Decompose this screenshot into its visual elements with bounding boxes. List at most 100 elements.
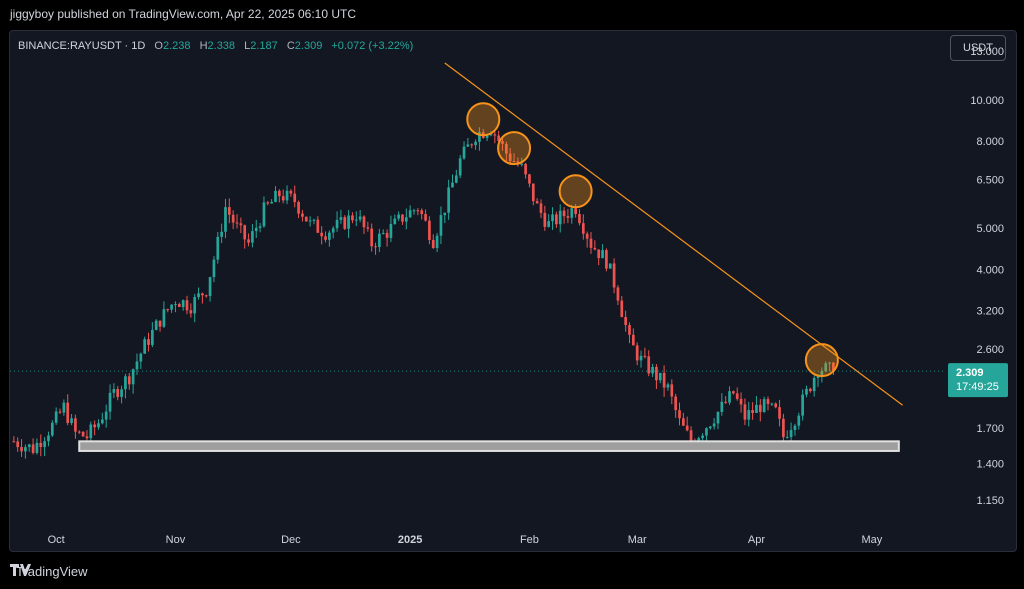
candle-body (362, 216, 366, 228)
candle-body (112, 389, 116, 393)
candle-body (566, 216, 570, 218)
candle-body (116, 389, 120, 397)
change-value: +0.072 (+3.22%) (331, 40, 414, 52)
candle-body (220, 231, 223, 237)
candle-body (262, 202, 266, 227)
candle-body (254, 227, 258, 232)
candle-body (404, 217, 408, 222)
candle-body (143, 339, 147, 354)
candle-body (505, 143, 508, 154)
candle-body (420, 210, 424, 215)
candle-body (428, 220, 431, 240)
candle-body (358, 216, 362, 220)
candle-body (247, 239, 250, 243)
candle-body (585, 233, 589, 239)
candle-body (328, 232, 331, 240)
x-tick-label: Nov (166, 534, 186, 546)
candle-body (58, 411, 62, 413)
candle-body (824, 363, 828, 372)
candle-body (281, 196, 285, 201)
candle-body (581, 223, 585, 234)
candle-body (62, 402, 66, 413)
candle-body (320, 232, 324, 237)
candle-body (354, 219, 358, 221)
candle-body (485, 135, 489, 138)
candle-body (778, 407, 781, 419)
candle-body (762, 399, 766, 413)
candle-body (678, 410, 681, 419)
currency-button[interactable]: USDT (950, 35, 1006, 61)
candle-body (270, 201, 273, 204)
candle-body (378, 233, 381, 247)
candle-body (508, 153, 512, 162)
candle-body (435, 235, 439, 248)
candle-body (27, 444, 31, 448)
candle-body (478, 132, 481, 142)
candle-body (370, 228, 374, 247)
candle-body (289, 190, 293, 194)
candle-body (785, 437, 789, 439)
x-tick-label: Dec (281, 534, 301, 546)
candle-body (131, 369, 135, 385)
candle-body (251, 231, 254, 243)
candle-body (124, 376, 127, 390)
candle-body (347, 215, 350, 229)
trendline-touch-marker[interactable] (497, 131, 532, 166)
candle-body (774, 403, 778, 408)
candle-body (747, 410, 751, 420)
candle-body (674, 396, 678, 411)
candle-body (689, 430, 693, 442)
candle-body (104, 411, 108, 420)
candle-body (643, 355, 647, 357)
candle-body (639, 355, 643, 361)
candle-body (605, 250, 608, 269)
candle-body (216, 236, 220, 260)
candle-body (385, 232, 389, 238)
candle-body (528, 174, 531, 184)
candle-body (154, 320, 158, 330)
candle-body (562, 210, 566, 217)
candle-body (151, 329, 154, 345)
candle-body (501, 141, 504, 144)
candle-body (181, 300, 185, 308)
candle-body (539, 203, 543, 213)
candle-body (185, 300, 189, 311)
candle-body (489, 134, 493, 136)
candle-body (20, 447, 23, 452)
candle-body (808, 388, 812, 392)
candle-body (512, 161, 516, 163)
chart-panel[interactable]: BINANCE:RAYUSDT · 1D O2.238 H2.338 L2.18… (9, 30, 1017, 552)
candle-body (389, 224, 393, 238)
trendline-touch-marker[interactable] (558, 174, 593, 209)
x-tick-label: Feb (520, 534, 539, 546)
candle-body (666, 384, 670, 388)
low-label: L (244, 40, 251, 52)
footer-brand[interactable]: TradingView (16, 564, 88, 579)
price-badge-value: 2.309 (956, 367, 984, 379)
candle-body (351, 215, 354, 221)
price-chart[interactable]: 13.000 10.000 8.000 6.500 5.000 4.000 3.200 2.6… (10, 31, 1016, 551)
candle-body (724, 401, 728, 403)
candle-body (597, 249, 601, 259)
candle-body (782, 418, 785, 438)
candle-body (658, 372, 662, 381)
candle-body (293, 193, 297, 202)
x-tick-label: Oct (48, 534, 65, 546)
trendline-touch-marker[interactable] (466, 102, 501, 137)
symbol-label[interactable]: BINANCE:RAYUSDT · 1D (18, 40, 146, 52)
candle-body (285, 190, 289, 201)
candle-body (70, 418, 73, 424)
candle-body (274, 190, 277, 202)
candle-body (470, 144, 474, 146)
candle-body (454, 175, 458, 183)
resistance-trendline[interactable] (444, 62, 904, 406)
support-zone[interactable] (78, 440, 900, 452)
candle-body (401, 214, 404, 222)
candle-body (339, 217, 343, 220)
candle-body (127, 376, 131, 385)
candle-body (335, 219, 339, 229)
candle-body (832, 362, 835, 372)
trendline-touch-marker[interactable] (804, 343, 839, 378)
candle-body (374, 246, 377, 248)
candle-body (12, 441, 16, 443)
